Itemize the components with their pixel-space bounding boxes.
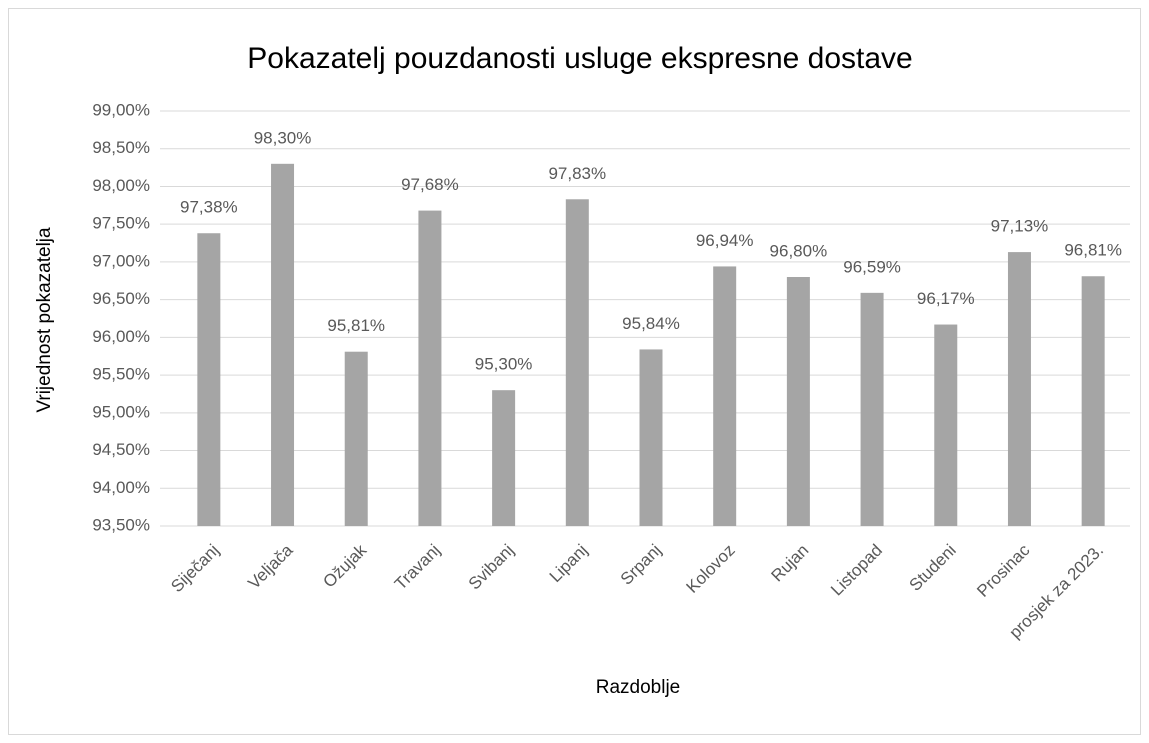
y-tick-label: 97,50%	[92, 214, 150, 233]
bar	[786, 277, 810, 526]
data-label: 95,84%	[622, 314, 680, 333]
data-label: 95,30%	[475, 355, 533, 374]
bar	[639, 349, 663, 526]
bar	[1007, 252, 1031, 526]
y-tick-label: 94,50%	[92, 440, 150, 459]
data-label: 96,59%	[843, 257, 901, 276]
data-label: 97,83%	[548, 164, 606, 183]
y-tick-label: 95,00%	[92, 402, 150, 421]
data-label: 98,30%	[254, 128, 312, 147]
bar	[565, 199, 589, 527]
bar	[197, 233, 221, 526]
bar	[271, 163, 295, 526]
bar	[344, 351, 368, 526]
y-tick-label: 95,50%	[92, 365, 150, 384]
x-axis-title: Razdoblje	[596, 677, 681, 698]
data-label: 96,17%	[917, 289, 975, 308]
bar	[713, 266, 737, 526]
y-tick-label: 98,50%	[92, 138, 150, 157]
bar	[418, 210, 442, 526]
y-tick-label: 98,00%	[92, 176, 150, 195]
y-tick-label: 96,00%	[92, 327, 150, 346]
bar	[492, 390, 516, 526]
data-label: 97,68%	[401, 175, 459, 194]
y-axis-title: Vrijednost pokazatelja	[34, 227, 55, 413]
data-label: 96,94%	[696, 231, 754, 250]
y-tick-label: 99,00%	[92, 100, 150, 119]
data-label: 97,38%	[180, 198, 238, 217]
data-label: 97,13%	[991, 217, 1049, 236]
y-tick-label: 93,50%	[92, 515, 150, 534]
data-label: 95,81%	[327, 316, 385, 335]
bar	[934, 324, 958, 526]
chart-title: Pokazatelj pouzdanosti usluge ekspresne …	[247, 42, 912, 75]
y-tick-label: 94,00%	[92, 478, 150, 497]
y-tick-label: 96,50%	[92, 289, 150, 308]
data-label: 96,81%	[1064, 241, 1122, 260]
bar	[860, 292, 884, 526]
data-label: 96,80%	[770, 241, 828, 260]
y-tick-label: 97,00%	[92, 251, 150, 270]
bar	[1081, 276, 1105, 526]
